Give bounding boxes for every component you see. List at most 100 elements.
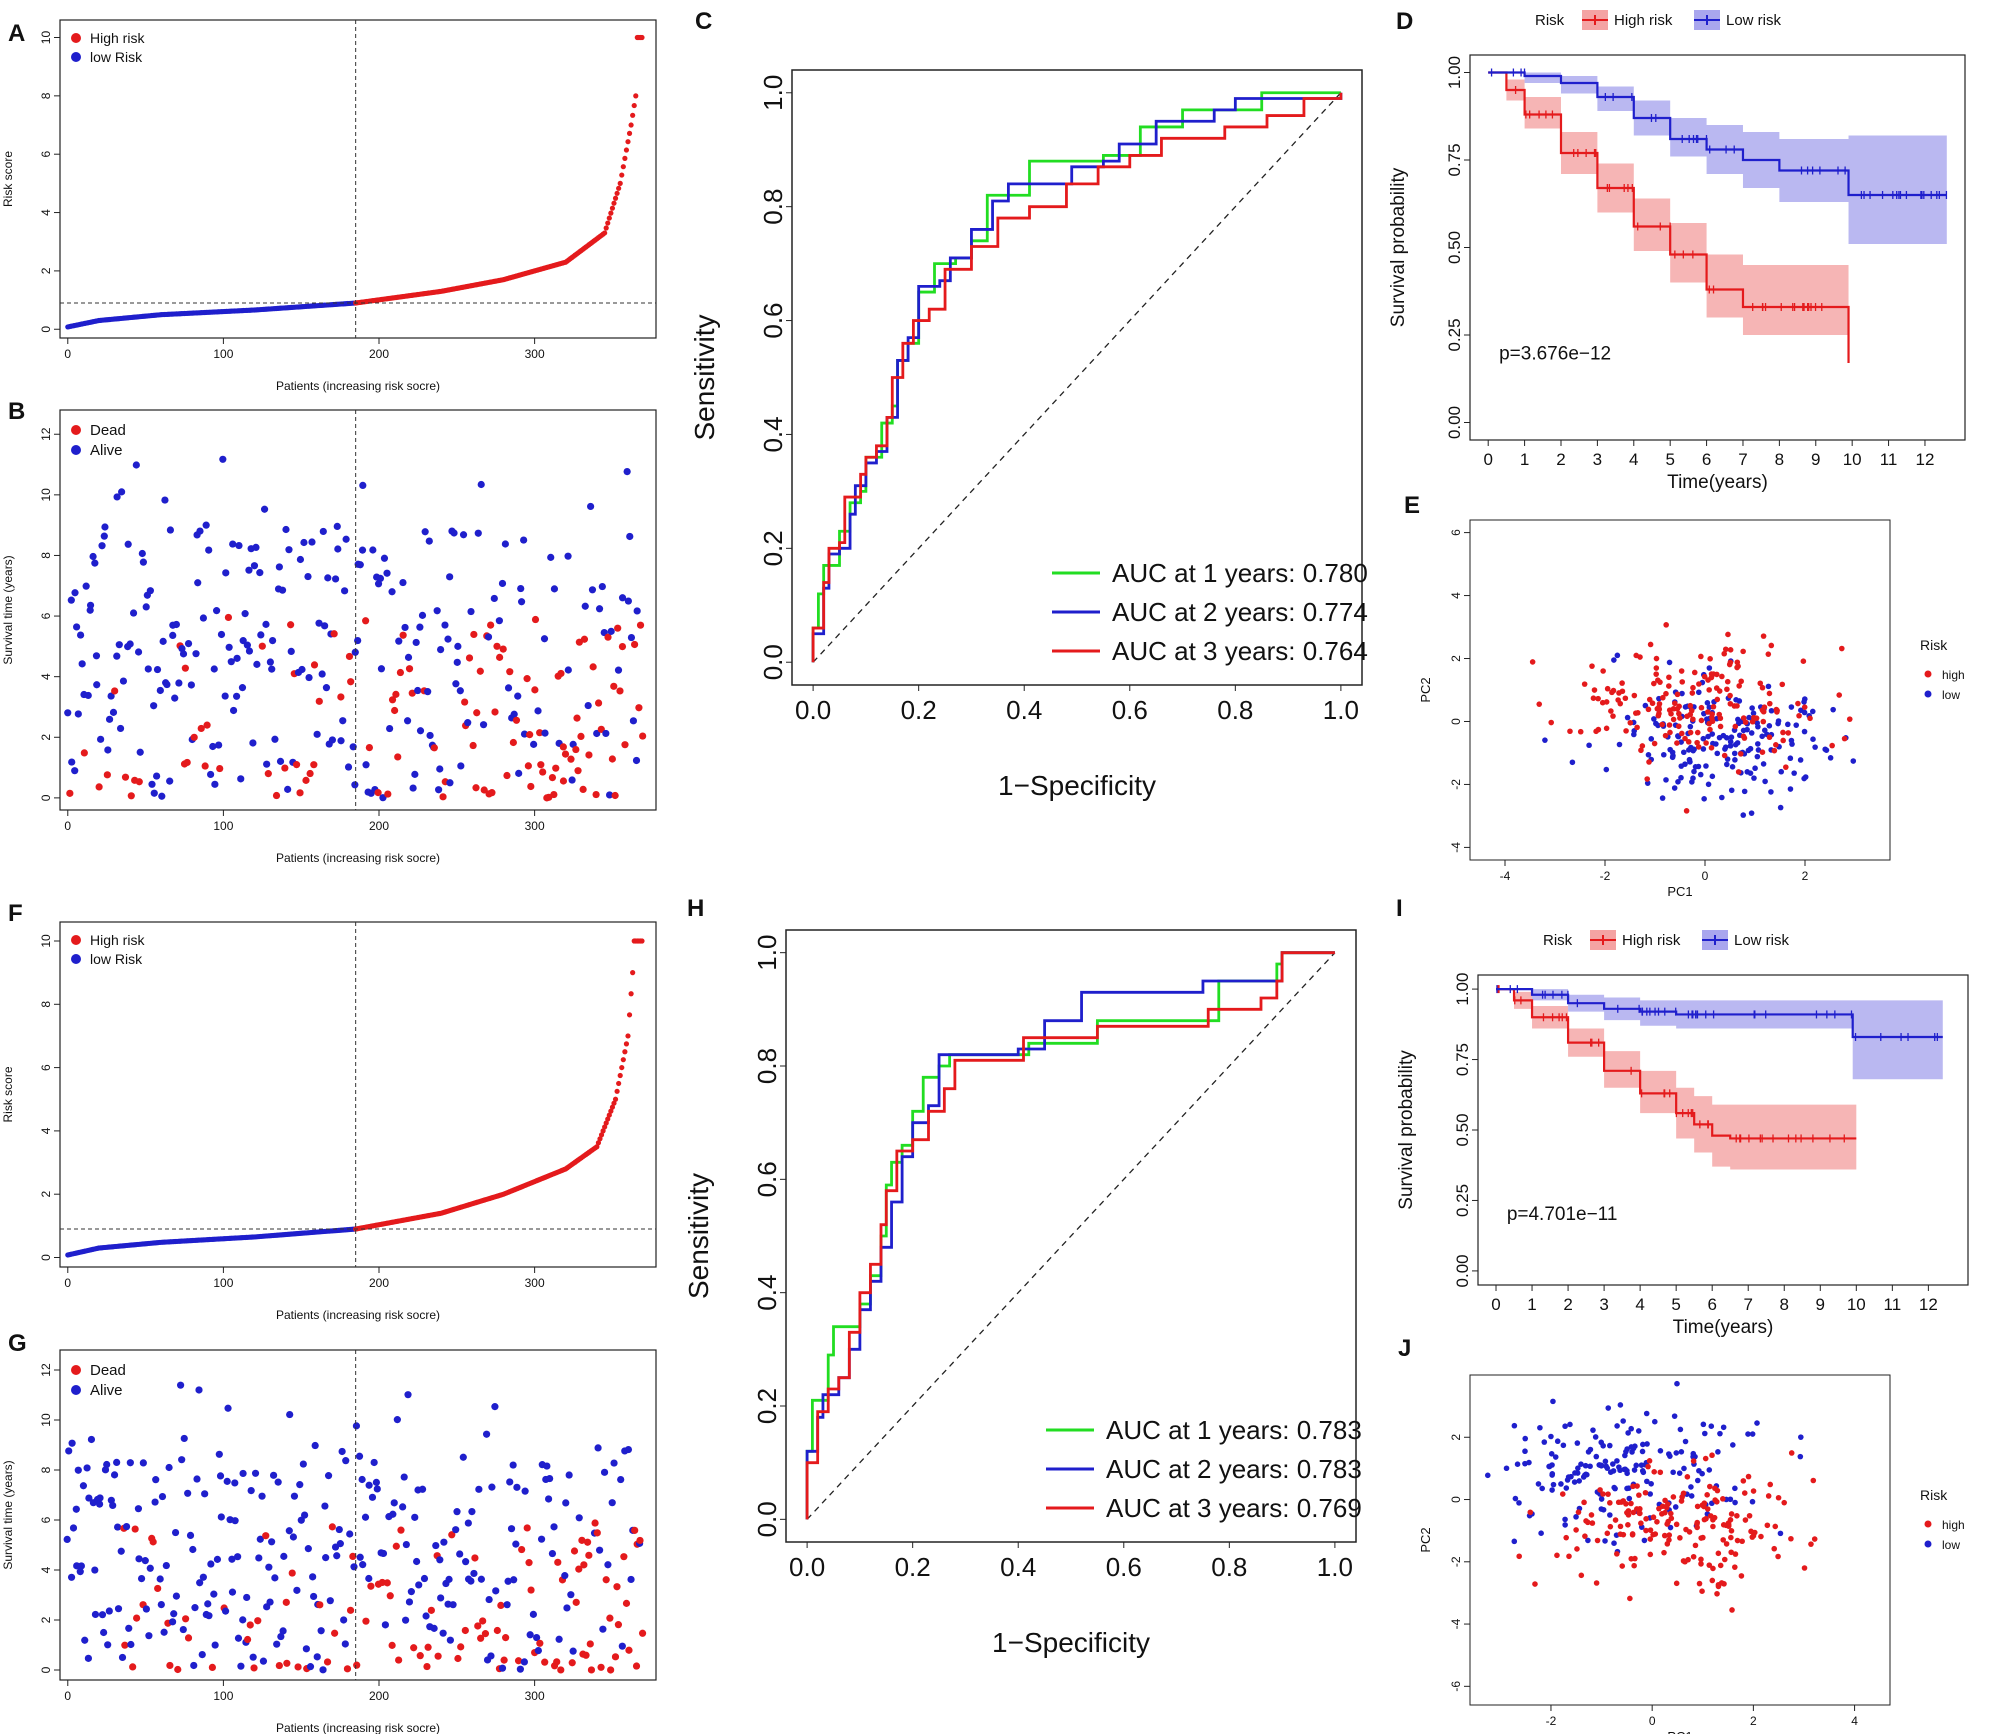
high-risk-point	[1653, 655, 1660, 662]
alive-point	[213, 607, 221, 615]
alive-point	[550, 1523, 558, 1531]
alive-point	[319, 527, 327, 536]
survival-curve	[1496, 987, 1857, 1140]
alive-point	[216, 1472, 225, 1480]
high-risk-point	[1548, 719, 1555, 726]
alive-point	[137, 1574, 146, 1583]
dead-point	[638, 1629, 647, 1637]
low-risk-point	[1574, 1470, 1581, 1476]
alive-point	[127, 1640, 135, 1649]
low-risk-point	[1801, 709, 1808, 716]
dead-point	[469, 741, 477, 750]
confidence-band	[1488, 72, 1947, 244]
alive-point	[239, 1469, 247, 1478]
y-tick-label: 8	[39, 92, 53, 99]
alive-point	[383, 569, 391, 577]
high-risk-point	[1527, 1509, 1534, 1516]
alive-point	[231, 1517, 239, 1525]
high-risk-point	[1708, 745, 1715, 751]
low-risk-point	[1677, 1426, 1684, 1433]
high-risk-point	[620, 164, 626, 170]
alive-point	[189, 1545, 197, 1554]
alive-point	[389, 1510, 397, 1518]
legend-label: High risk	[90, 932, 145, 948]
low-risk-point	[1754, 753, 1761, 760]
alive-point	[563, 1604, 571, 1612]
high-risk-point	[1766, 700, 1773, 707]
low-risk-point	[1701, 1430, 1708, 1437]
legend-label: low Risk	[90, 49, 143, 65]
high-risk-point	[626, 1012, 633, 1018]
alive-point	[76, 1568, 84, 1576]
legend-marker	[71, 33, 81, 43]
alive-point	[104, 1641, 112, 1649]
alive-point	[333, 522, 341, 530]
dead-point	[272, 791, 281, 800]
high-risk-point	[1694, 729, 1701, 736]
alive-point	[544, 1495, 553, 1503]
alive-point	[388, 588, 396, 596]
high-risk-point	[1605, 1491, 1611, 1497]
alive-point	[501, 540, 509, 548]
low-risk-point	[1719, 794, 1725, 801]
dead-point	[487, 621, 495, 629]
high-risk-point	[1647, 1551, 1654, 1558]
alive-point	[334, 545, 342, 553]
dead-point	[250, 1664, 258, 1672]
low-risk-point	[1686, 756, 1693, 763]
low-risk-point	[1644, 1441, 1650, 1447]
low-risk-point	[1676, 1470, 1683, 1476]
alive-point	[498, 1664, 507, 1672]
high-risk-point	[1666, 674, 1672, 681]
alive-point	[321, 622, 329, 630]
legend-title: Risk	[1920, 1487, 1948, 1503]
diagonal-reference-line	[806, 952, 1336, 1520]
alive-point	[118, 488, 126, 496]
alive-point	[346, 1530, 354, 1538]
dead-point	[254, 1617, 262, 1625]
alive-point	[333, 1552, 341, 1560]
low-risk-point	[1749, 705, 1755, 711]
low-risk-point	[1602, 1538, 1608, 1544]
low-risk-point	[1516, 1500, 1522, 1506]
low-risk-point	[1705, 733, 1711, 740]
high-risk-point	[1642, 1489, 1649, 1496]
alive-point	[76, 631, 85, 639]
dead-point	[631, 1526, 639, 1534]
dead-point	[121, 1641, 129, 1649]
x-tick-label: 8	[1775, 450, 1784, 469]
y-tick-label: 0.75	[1453, 1043, 1472, 1076]
alive-point	[117, 1547, 125, 1555]
low-risk-point	[1740, 812, 1747, 818]
high-risk-point	[616, 185, 622, 191]
low-risk-point	[1678, 774, 1684, 781]
high-risk-point	[1687, 702, 1694, 709]
y-tick-label: 0.50	[1445, 231, 1464, 264]
high-risk-point	[1628, 1555, 1635, 1562]
low-risk-point	[1748, 810, 1755, 816]
x-axis-label: PC1	[1667, 884, 1692, 899]
low-risk-point	[1682, 761, 1688, 767]
dead-point	[625, 1646, 633, 1654]
alive-point	[468, 1508, 476, 1516]
dead-point	[337, 693, 345, 701]
low-risk-point	[1827, 755, 1834, 761]
low-risk-point	[1511, 1538, 1518, 1545]
alive-point	[342, 535, 350, 543]
low-risk-point	[1605, 1405, 1612, 1411]
dead-point	[416, 1652, 424, 1660]
y-tick-label: 4	[1449, 592, 1463, 599]
alive-point	[136, 748, 144, 756]
low-risk-point	[1624, 714, 1631, 721]
y-tick-label: 6	[39, 1516, 53, 1523]
low-risk-point	[1720, 1424, 1727, 1431]
high-risk-point	[1712, 1497, 1718, 1503]
alive-point	[624, 597, 632, 605]
low-risk-point	[1670, 1469, 1676, 1476]
km-plot-I: 0 1 2 3 4 5 6 7 8 9 10 11 120.000.250.500.751.00Time…	[1396, 930, 1969, 1338]
high-risk-point	[1811, 1536, 1818, 1542]
low-risk-point	[1777, 804, 1784, 811]
alive-point	[369, 546, 377, 554]
x-axis-label: 1−Specificity	[998, 770, 1156, 801]
alive-point	[235, 541, 243, 550]
